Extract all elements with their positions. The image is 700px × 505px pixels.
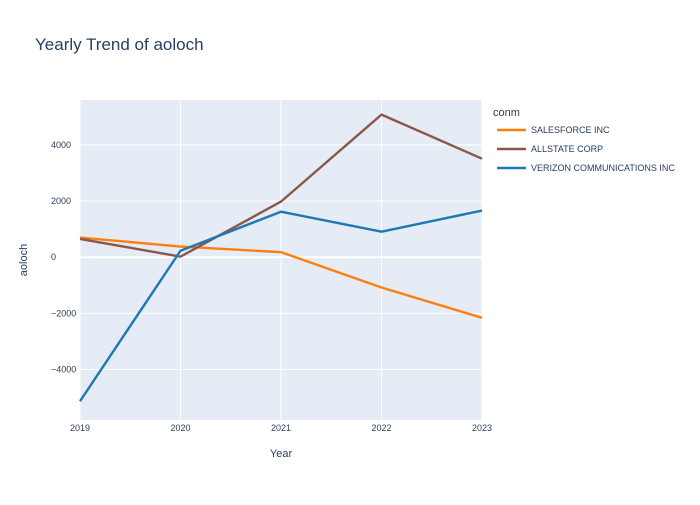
chart-title: Yearly Trend of aoloch bbox=[35, 35, 204, 54]
series-lines bbox=[79, 113, 483, 402]
legend-title: conm bbox=[493, 107, 520, 119]
y-tick-label: 2000 bbox=[51, 196, 71, 206]
y-tick-label: 0 bbox=[51, 252, 56, 262]
x-tick-label: 2022 bbox=[371, 423, 391, 433]
y-axis-ticks: −4000 −2000 0 2000 4000 bbox=[51, 140, 76, 375]
x-tick-label: 2023 bbox=[472, 423, 492, 433]
x-tick-label: 2020 bbox=[170, 423, 190, 433]
x-tick-label: 2021 bbox=[271, 423, 291, 433]
series-line-1 bbox=[79, 113, 483, 258]
legend-item-label[interactable]: ALLSTATE CORP bbox=[531, 144, 603, 154]
legend: conm SALESFORCE INC ALLSTATE CORP VERIZON … bbox=[493, 107, 675, 173]
y-tick-label: −4000 bbox=[51, 364, 76, 374]
y-tick-label: 4000 bbox=[51, 140, 71, 150]
grid-lines bbox=[79, 100, 483, 420]
series-line-0 bbox=[79, 236, 483, 319]
x-axis-ticks: 2019 2020 2021 2022 2023 bbox=[70, 423, 492, 433]
x-tick-label: 2019 bbox=[70, 423, 90, 433]
y-axis-title: aoloch bbox=[18, 244, 30, 276]
x-axis-title: Year bbox=[270, 448, 293, 460]
legend-item-label[interactable]: SALESFORCE INC bbox=[531, 125, 610, 135]
series-line-2 bbox=[79, 209, 483, 402]
legend-item-label[interactable]: VERIZON COMMUNICATIONS INC bbox=[531, 163, 675, 173]
y-tick-label: −2000 bbox=[51, 308, 76, 318]
